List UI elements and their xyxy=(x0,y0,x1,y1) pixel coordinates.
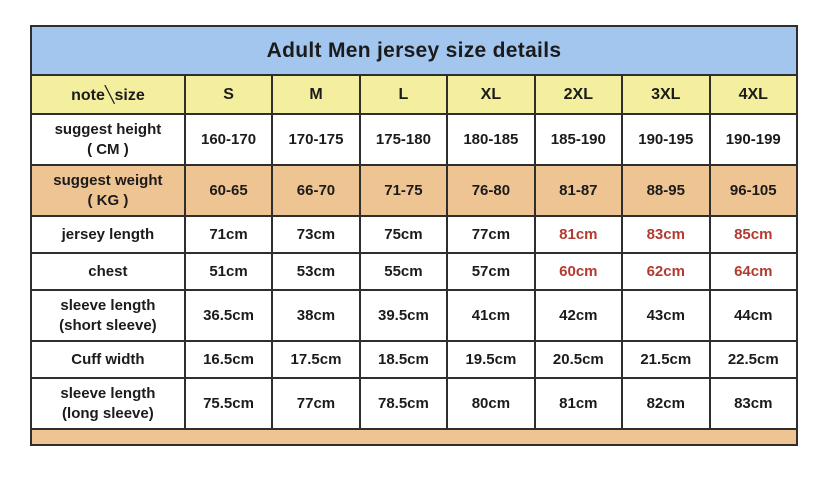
value-cell: 81-87 xyxy=(533,164,624,217)
value-cell: 76-80 xyxy=(446,164,536,217)
value-cell: 19.5cm xyxy=(446,340,536,379)
value-cell: 18.5cm xyxy=(358,340,449,379)
value-cell: 180-185 xyxy=(446,113,536,166)
column-header-xl: XL xyxy=(446,74,536,115)
value-cell: 81cm xyxy=(533,377,624,430)
value-cell: 20.5cm xyxy=(533,340,624,379)
value-cell: 60cm xyxy=(533,252,624,291)
value-cell: 39.5cm xyxy=(358,289,449,342)
value-cell: 85cm xyxy=(708,215,799,254)
truncated-row xyxy=(30,428,798,446)
row-label: suggest weight( KG ) xyxy=(30,164,186,217)
value-cell: 55cm xyxy=(358,252,449,291)
value-cell: 73cm xyxy=(271,215,361,254)
table-row: sleeve length (long sleeve) 75.5cm 77cm 78.5… xyxy=(30,377,799,430)
value-cell: 44cm xyxy=(708,289,799,342)
column-header-s: S xyxy=(183,74,274,115)
table-row: sleeve length (short sleeve) 36.5cm 38cm 39.… xyxy=(30,289,799,342)
size-chart-table: Adult Men jersey size details note╲size … xyxy=(30,25,799,446)
value-cell: 60-65 xyxy=(183,164,274,217)
row-label: chest xyxy=(30,252,186,291)
row-label: sleeve length (short sleeve) xyxy=(30,289,186,342)
value-cell: 57cm xyxy=(446,252,536,291)
column-header-l: L xyxy=(358,74,449,115)
value-cell: 22.5cm xyxy=(708,340,799,379)
column-header-3xl: 3XL xyxy=(621,74,711,115)
value-cell: 83cm xyxy=(708,377,799,430)
value-cell: 71-75 xyxy=(358,164,449,217)
row-label: Cuff width xyxy=(30,340,186,379)
table-row: suggest weight( KG ) 60-65 66-70 71-75 76-80… xyxy=(30,164,799,217)
table-row: Cuff width 16.5cm 17.5cm 18.5cm 19.5cm 20.5cm… xyxy=(30,340,799,379)
truncated-row-cell xyxy=(30,428,798,446)
row-label: suggest height( CM ) xyxy=(30,113,186,166)
value-cell: 185-190 xyxy=(533,113,624,166)
value-cell: 96-105 xyxy=(708,164,799,217)
value-cell: 75.5cm xyxy=(183,377,274,430)
value-cell: 75cm xyxy=(358,215,449,254)
value-cell: 71cm xyxy=(183,215,274,254)
value-cell: 77cm xyxy=(271,377,361,430)
value-cell: 43cm xyxy=(621,289,711,342)
table-row: suggest height( CM ) 160-170 170-175 175-18… xyxy=(30,113,799,166)
value-cell: 41cm xyxy=(446,289,536,342)
value-cell: 77cm xyxy=(446,215,536,254)
value-cell: 38cm xyxy=(271,289,361,342)
value-cell: 36.5cm xyxy=(183,289,274,342)
value-cell: 16.5cm xyxy=(183,340,274,379)
header-row: note╲size S M L XL 2XL 3XL 4XL xyxy=(30,74,799,115)
table-row: chest 51cm 53cm 55cm 57cm 60cm 62cm 64cm xyxy=(30,252,799,291)
value-cell: 88-95 xyxy=(621,164,711,217)
value-cell: 64cm xyxy=(708,252,799,291)
value-cell: 80cm xyxy=(446,377,536,430)
value-cell: 17.5cm xyxy=(271,340,361,379)
value-cell: 51cm xyxy=(183,252,274,291)
value-cell: 82cm xyxy=(621,377,711,430)
column-header-2xl: 2XL xyxy=(533,74,624,115)
table-row: jersey length 71cm 73cm 75cm 77cm 81cm 83cm 85c… xyxy=(30,215,799,254)
value-cell: 62cm xyxy=(621,252,711,291)
value-cell: 83cm xyxy=(621,215,711,254)
column-header-m: M xyxy=(271,74,361,115)
corner-cell: note╲size xyxy=(30,74,186,115)
value-cell: 42cm xyxy=(533,289,624,342)
page-title: Adult Men jersey size details xyxy=(30,25,798,76)
column-header-4xl: 4XL xyxy=(708,74,799,115)
value-cell: 21.5cm xyxy=(621,340,711,379)
value-cell: 170-175 xyxy=(271,113,361,166)
row-label: sleeve length (long sleeve) xyxy=(30,377,186,430)
value-cell: 53cm xyxy=(271,252,361,291)
row-label: jersey length xyxy=(30,215,186,254)
value-cell: 81cm xyxy=(533,215,624,254)
value-cell: 78.5cm xyxy=(358,377,449,430)
value-cell: 175-180 xyxy=(358,113,449,166)
value-cell: 160-170 xyxy=(183,113,274,166)
title-row: Adult Men jersey size details xyxy=(30,25,798,76)
value-cell: 66-70 xyxy=(271,164,361,217)
value-cell: 190-199 xyxy=(708,113,799,166)
value-cell: 190-195 xyxy=(621,113,711,166)
